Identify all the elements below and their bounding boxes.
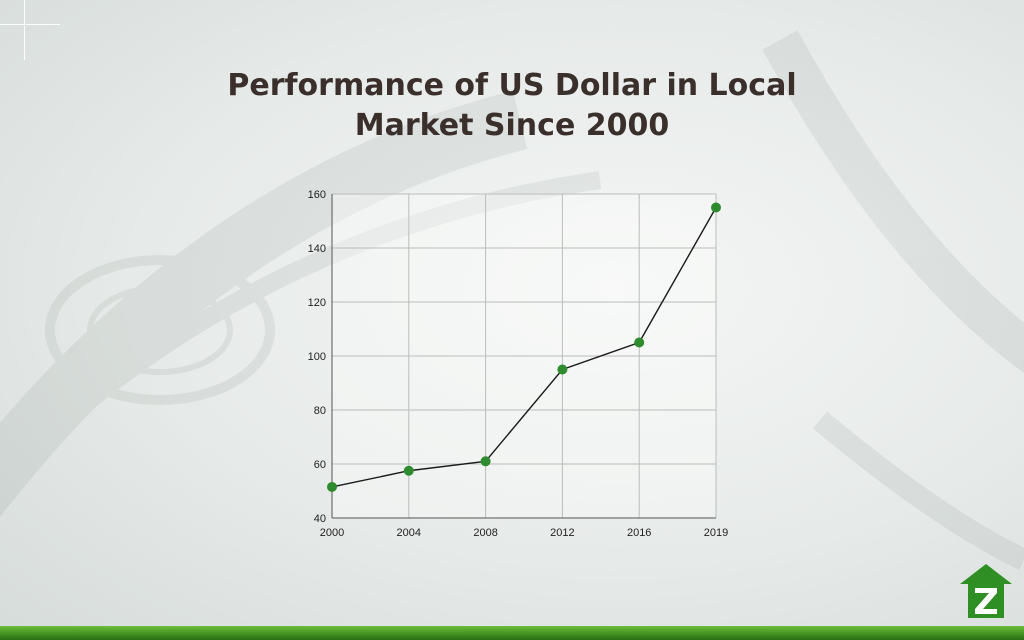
data-point bbox=[634, 337, 645, 348]
corner-line-vertical bbox=[24, 0, 25, 60]
y-tick-label: 160 bbox=[308, 189, 326, 201]
x-tick-label: 2019 bbox=[704, 527, 728, 539]
x-tick-label: 2016 bbox=[627, 527, 651, 539]
corner-line-horizontal bbox=[0, 24, 60, 25]
slide-title: Performance of US Dollar in Local Market… bbox=[0, 66, 1024, 146]
y-tick-label: 100 bbox=[308, 351, 326, 363]
x-tick-label: 2008 bbox=[473, 527, 497, 539]
x-tick-label: 2012 bbox=[550, 527, 574, 539]
bottom-accent-bar bbox=[0, 626, 1024, 640]
y-tick-label: 120 bbox=[308, 297, 326, 309]
data-point bbox=[557, 364, 568, 375]
x-tick-label: 2000 bbox=[320, 527, 344, 539]
data-point bbox=[403, 465, 414, 476]
series-line bbox=[331, 207, 717, 488]
data-point bbox=[711, 202, 721, 213]
y-tick-label: 80 bbox=[314, 405, 326, 417]
y-tick-label: 140 bbox=[308, 243, 326, 255]
zameen-house-z-logo-icon bbox=[960, 564, 1012, 618]
data-point bbox=[480, 456, 491, 467]
y-tick-label: 40 bbox=[314, 513, 326, 525]
slide-title-line-1: Performance of US Dollar in Local bbox=[227, 68, 797, 103]
line-chart: 40 60 80 100 120 140 160 2000 2004 2008 2012 2016 20… bbox=[308, 189, 729, 539]
y-tick-label: 60 bbox=[314, 459, 326, 471]
x-tick-label: 2004 bbox=[397, 527, 421, 539]
data-point bbox=[327, 481, 337, 492]
slide-title-line-2: Market Since 2000 bbox=[354, 108, 670, 143]
